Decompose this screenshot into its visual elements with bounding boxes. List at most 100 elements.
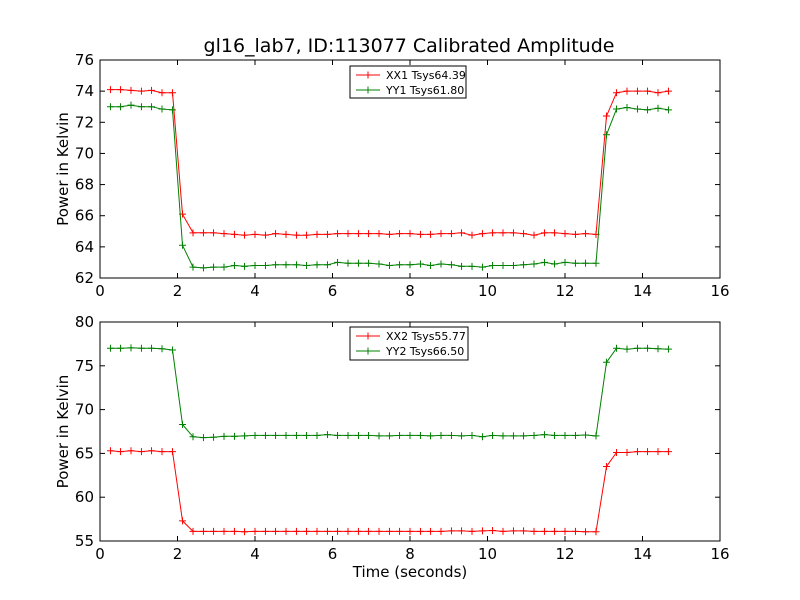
data-point-marker [375, 527, 383, 535]
data-point-marker [106, 86, 114, 94]
data-point-marker [168, 448, 176, 456]
data-point-marker [385, 432, 393, 440]
data-point-marker [561, 527, 569, 535]
data-point-marker [530, 431, 538, 439]
data-point-marker [396, 431, 404, 439]
data-point-marker [313, 230, 321, 238]
data-point-marker [664, 345, 672, 353]
data-point-marker [458, 527, 466, 535]
data-point-marker [148, 86, 156, 94]
x-tick-label: 4 [250, 545, 260, 563]
data-point-marker [251, 431, 259, 439]
data-point-marker [117, 86, 125, 94]
data-point-marker [117, 344, 125, 352]
data-point-marker [654, 345, 662, 353]
data-point-marker [489, 229, 497, 237]
data-point-marker [458, 432, 466, 440]
data-point-marker [230, 527, 238, 535]
data-point-marker [489, 526, 497, 534]
data-point-marker [272, 230, 280, 238]
data-point-marker [633, 344, 641, 352]
x-tick-label: 8 [405, 545, 415, 563]
data-point-marker [406, 261, 414, 269]
data-point-marker [416, 431, 424, 439]
data-point-marker [520, 230, 528, 238]
data-point-marker [540, 258, 548, 266]
y-tick-label: 64 [75, 238, 94, 256]
x-axis-label: Time (seconds) [352, 563, 468, 581]
data-point-marker [427, 230, 435, 238]
data-point-marker [199, 527, 207, 535]
data-point-marker [416, 260, 424, 268]
legend-marker [364, 71, 372, 79]
data-point-marker [406, 431, 414, 439]
data-point-marker [220, 432, 228, 440]
data-point-marker [447, 230, 455, 238]
y-tick-label: 70 [75, 144, 94, 162]
data-point-marker [189, 433, 197, 441]
x-tick-label: 12 [555, 545, 574, 563]
data-point-marker [272, 527, 280, 535]
y-tick-label: 72 [75, 113, 94, 131]
data-point-marker [292, 527, 300, 535]
data-point-marker [365, 527, 373, 535]
data-point-marker [530, 260, 538, 268]
data-point-marker [602, 463, 610, 471]
data-point-marker [499, 229, 507, 237]
chart-title: gl16_lab7, ID:113077 Calibrated Amplitud… [204, 35, 615, 57]
data-point-marker [137, 103, 145, 111]
x-tick-label: 6 [328, 282, 338, 300]
data-point-marker [303, 231, 311, 239]
data-point-marker [613, 344, 621, 352]
data-point-marker [334, 258, 342, 266]
data-point-marker [633, 87, 641, 95]
x-tick-label: 16 [710, 282, 729, 300]
data-point-marker [468, 262, 476, 270]
data-point-marker [282, 261, 290, 269]
data-point-marker [117, 448, 125, 456]
data-point-marker [241, 262, 249, 270]
data-point-marker [292, 431, 300, 439]
data-point-marker [499, 432, 507, 440]
data-point-marker [468, 431, 476, 439]
data-point-marker [530, 231, 538, 239]
data-point-marker [210, 527, 218, 535]
data-point-marker [220, 230, 228, 238]
data-point-marker [602, 358, 610, 366]
data-point-marker [323, 527, 331, 535]
data-point-marker [664, 106, 672, 114]
data-point-marker [458, 229, 466, 237]
data-point-marker [168, 89, 176, 97]
data-point-marker [127, 86, 135, 94]
y-tick-label: 75 [75, 357, 94, 375]
data-point-marker [623, 87, 631, 95]
data-point-marker [478, 230, 486, 238]
data-point-marker [509, 262, 517, 270]
x-tick-label: 12 [555, 282, 574, 300]
data-point-marker [354, 431, 362, 439]
x-tick-label: 0 [95, 545, 105, 563]
data-point-marker [571, 431, 579, 439]
data-point-marker [303, 262, 311, 270]
data-point-marker [551, 229, 559, 237]
data-point-marker [375, 432, 383, 440]
data-point-marker [251, 230, 259, 238]
data-point-marker [354, 527, 362, 535]
data-point-marker [272, 431, 280, 439]
data-point-marker [644, 106, 652, 114]
data-point-marker [220, 527, 228, 535]
data-point-marker [633, 105, 641, 113]
data-point-marker [478, 527, 486, 535]
x-tick-label: 0 [95, 282, 105, 300]
data-point-marker [437, 431, 445, 439]
y-tick-label: 66 [75, 207, 94, 225]
data-point-marker [644, 344, 652, 352]
data-point-marker [644, 87, 652, 95]
data-point-marker [592, 432, 600, 440]
data-point-marker [127, 447, 135, 455]
y-tick-label: 80 [75, 313, 94, 331]
data-point-marker [354, 259, 362, 267]
y-tick-label: 55 [75, 532, 94, 550]
data-point-marker [561, 431, 569, 439]
data-point-marker [396, 527, 404, 535]
